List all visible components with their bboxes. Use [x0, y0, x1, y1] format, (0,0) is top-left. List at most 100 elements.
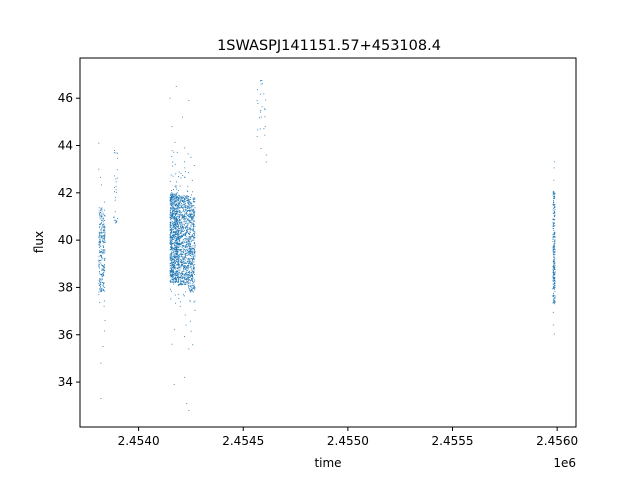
data-point	[172, 238, 173, 240]
data-point	[103, 241, 104, 243]
data-point	[174, 218, 176, 220]
data-point	[171, 229, 173, 231]
data-point	[194, 252, 196, 254]
data-point	[179, 253, 181, 255]
data-point	[186, 278, 187, 279]
data-point	[174, 247, 176, 249]
data-point	[185, 232, 187, 234]
data-point	[185, 271, 187, 273]
data-point	[185, 245, 187, 247]
data-point	[554, 291, 556, 293]
data-point	[554, 266, 556, 268]
data-point	[182, 283, 184, 285]
data-point	[552, 225, 554, 227]
data-point	[191, 264, 193, 266]
data-point	[190, 252, 192, 253]
data-point	[176, 216, 178, 218]
data-point	[98, 280, 100, 282]
data-point	[175, 198, 177, 200]
chart-title: 1SWASPJ141151.57+453108.4	[217, 38, 441, 54]
data-point	[98, 241, 100, 243]
data-point	[183, 245, 185, 247]
data-point	[170, 274, 172, 275]
data-point	[171, 204, 173, 206]
data-point	[180, 199, 182, 200]
data-point	[104, 230, 106, 232]
data-point	[171, 235, 173, 236]
data-point	[192, 267, 194, 269]
data-point	[99, 232, 101, 234]
data-point	[179, 238, 181, 240]
data-point	[171, 244, 173, 246]
data-point	[174, 204, 176, 206]
data-point	[169, 200, 171, 202]
data-point	[185, 237, 187, 239]
data-point	[172, 270, 174, 272]
y-tick-label: 46	[58, 91, 73, 105]
data-point	[552, 246, 554, 248]
data-point	[261, 80, 263, 82]
data-point	[187, 283, 189, 285]
data-point	[182, 245, 184, 247]
data-point	[177, 253, 178, 255]
data-point	[188, 285, 190, 287]
data-point	[180, 276, 181, 278]
data-point	[175, 260, 177, 262]
data-point	[176, 238, 178, 240]
data-point	[101, 274, 103, 276]
data-point	[552, 277, 554, 279]
data-point	[190, 286, 192, 288]
data-point	[101, 210, 103, 212]
data-point	[177, 230, 179, 232]
data-point	[188, 227, 190, 229]
axes-frame	[79, 57, 577, 428]
data-point	[552, 265, 554, 267]
data-point	[102, 245, 104, 247]
data-point	[552, 218, 554, 220]
data-point	[193, 270, 195, 272]
data-point	[182, 226, 183, 228]
data-point	[170, 251, 172, 253]
data-point	[189, 249, 191, 251]
data-point	[177, 252, 179, 254]
data-point	[177, 209, 179, 211]
data-point	[177, 251, 179, 253]
data-point	[552, 287, 554, 289]
data-point	[553, 285, 554, 287]
data-point	[182, 269, 184, 271]
data-point	[177, 268, 179, 270]
data-point	[98, 264, 100, 266]
data-point	[189, 211, 191, 213]
data-point	[193, 225, 195, 227]
data-point	[180, 282, 182, 284]
data-point	[553, 269, 554, 271]
data-point	[176, 238, 178, 239]
data-point	[181, 265, 183, 267]
data-point	[102, 212, 104, 214]
data-point	[182, 235, 183, 237]
data-point	[104, 239, 106, 241]
data-point	[553, 207, 555, 209]
data-point	[186, 269, 188, 271]
data-point	[190, 258, 192, 259]
data-point	[98, 262, 100, 264]
data-point	[99, 302, 101, 303]
data-point	[552, 194, 554, 196]
data-point	[184, 198, 186, 200]
data-point	[183, 230, 185, 232]
data-point	[183, 221, 185, 223]
data-point	[181, 264, 183, 265]
data-point	[102, 240, 103, 242]
data-point	[193, 205, 195, 206]
data-point	[185, 291, 186, 293]
data-point	[187, 265, 189, 266]
data-point	[173, 151, 175, 153]
data-point	[170, 207, 172, 209]
data-point	[174, 281, 176, 283]
data-point	[552, 224, 554, 226]
data-point	[175, 253, 177, 255]
data-point	[101, 287, 103, 289]
data-point	[174, 231, 176, 233]
data-point	[183, 223, 185, 225]
data-point	[553, 274, 555, 276]
